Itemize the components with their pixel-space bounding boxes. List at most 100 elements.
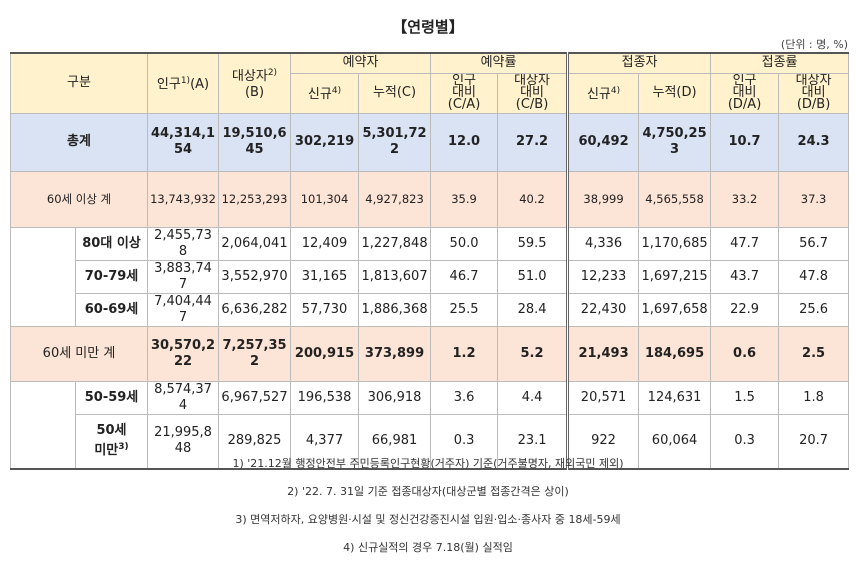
- subheader-cell: 대상자 대비 (D/B): [778, 72, 850, 114]
- value-cell: 4,565,558: [638, 170, 712, 228]
- value-cell: 8,574,374: [147, 380, 220, 415]
- subheader-cell: 누적(C): [358, 72, 432, 114]
- table-row: 60세 미만 계 30,570,222 7,257,352 200,915 373,89…: [9, 325, 850, 382]
- value-cell: 19,510,645: [218, 112, 292, 172]
- value-cell: 23.1: [497, 413, 569, 470]
- value-cell: 33.2: [710, 170, 780, 228]
- row-label-text: 총계: [67, 134, 91, 149]
- subheader-cell: 인구 대비 (D/A): [710, 72, 780, 114]
- value-cell: 373,899: [358, 325, 432, 382]
- value-cell: 1,170,685: [638, 226, 712, 261]
- subheader-text: 누적(C): [372, 85, 417, 100]
- footnote-ref: 1): [180, 76, 191, 87]
- value-cell: 60,064: [638, 413, 712, 470]
- table-row: 50세 미만3) 21,995,848 289,825 4,377 66,981 0.3 2…: [11, 413, 850, 470]
- value-cell: 1,697,658: [638, 292, 712, 327]
- row-label: 총계: [9, 112, 149, 172]
- value-cell: 20,571: [566, 380, 640, 415]
- table-row: 70-79세 3,883,747 3,552,970 31,165 1,813,607 4…: [11, 259, 850, 294]
- value-cell: 1,886,368: [358, 292, 432, 327]
- value-cell: 35.9: [430, 170, 499, 228]
- table-row: 50-59세 8,574,374 6,967,527 196,538 306,918 3.…: [10, 380, 850, 470]
- header-text: (B): [244, 85, 265, 101]
- header-text: (A): [190, 77, 210, 93]
- value-cell: 57,730: [290, 292, 360, 327]
- footnote-ref: 4): [610, 86, 621, 96]
- footnote-ref: 3): [118, 442, 129, 453]
- footnote: 3) 면역저하자, 요양병원·시설 및 정신건강증진시설 입원·입소·종사자 중…: [235, 513, 621, 526]
- subheader-text: 대상자 대비 (D/B): [795, 73, 832, 112]
- subheader-cell: 누적(D): [638, 72, 712, 114]
- group-header: 접종자: [566, 52, 712, 74]
- value-cell: 38,999: [566, 170, 640, 228]
- footnote: 2) '22. 7. 31일 기준 접종대상자(대상군별 접종간격은 상이): [287, 485, 569, 498]
- header-row: 구분 인구1)(A) 대상자2) (B) 예약자 예약률 접종자 접종률: [9, 52, 850, 114]
- value-cell: 66,981: [358, 413, 432, 470]
- row-label-text: 50-59세: [84, 389, 139, 405]
- value-cell: 30,570,222: [147, 325, 220, 382]
- value-cell: 40.2: [497, 170, 569, 228]
- value-cell: 1.8: [778, 380, 850, 415]
- value-cell: 5.2: [497, 325, 569, 382]
- row-label: 60-69세: [74, 292, 149, 327]
- row-label: 50세 미만3): [74, 413, 149, 470]
- header-text: 인구: [156, 77, 181, 93]
- title: 【연령별】: [392, 18, 464, 36]
- value-cell: 302,219: [290, 112, 360, 172]
- value-cell: 200,915: [290, 325, 360, 382]
- value-cell: 13,743,932: [147, 170, 220, 228]
- value-cell: 2,064,041: [218, 226, 292, 261]
- header-cell: 대상자2) (B): [218, 52, 292, 114]
- value-cell: 4,927,823: [358, 170, 432, 228]
- value-cell: 22.9: [710, 292, 780, 327]
- group-header: 예약자: [290, 52, 432, 74]
- value-cell: 60,492: [566, 112, 640, 172]
- row-label-text: 70-79세: [84, 268, 139, 284]
- subheader-cell: 신규4): [290, 72, 360, 114]
- value-cell: 59.5: [497, 226, 569, 261]
- value-cell: 25.5: [430, 292, 499, 327]
- subheader-text: 인구 대비 (C/A): [447, 73, 481, 112]
- header-row: 신규4) 누적(C) 인구 대비 (C/A) 대상자 대비 (C/B) 신규4) 누적(D…: [11, 72, 850, 114]
- value-cell: 1,697,215: [638, 259, 712, 294]
- value-cell: 1,227,848: [358, 226, 432, 261]
- subheader-cell: 대상자 대비 (C/B): [497, 72, 569, 114]
- subheader-text: 신규: [307, 87, 332, 102]
- row-label: 60세 이상 계: [9, 170, 149, 228]
- value-cell: 25.6: [778, 292, 850, 327]
- value-cell: 101,304: [290, 170, 360, 228]
- row-label-text: 50세 미만: [94, 423, 127, 459]
- value-cell: 196,538: [290, 380, 360, 415]
- value-cell: 22,430: [566, 292, 640, 327]
- footnote: 1) '21.12월 행정안전부 주민등록인구현황(거주자) 기준(거주불명자,…: [232, 457, 624, 470]
- value-cell: 24.3: [778, 112, 850, 172]
- value-cell: 50.0: [430, 226, 499, 261]
- row-label-text: 60세 미만 계: [42, 345, 116, 361]
- row-label-text: 60세 이상 계: [46, 192, 112, 206]
- footnote-ref: 4): [331, 86, 342, 96]
- value-cell: 1,813,607: [358, 259, 432, 294]
- subheader-cell: 인구 대비 (C/A): [430, 72, 499, 114]
- group-header: 접종률: [710, 52, 850, 74]
- row-label: 60세 미만 계: [9, 325, 149, 382]
- value-cell: 184,695: [638, 325, 712, 382]
- value-cell: 43.7: [710, 259, 780, 294]
- value-cell: 31,165: [290, 259, 360, 294]
- value-cell: 21,493: [566, 325, 640, 382]
- table-body: 총계 44,314,154 19,510,645 302,219 5,301,722 12…: [9, 112, 850, 470]
- table-row: 80대 이상 2,455,738 2,064,041 12,409 1,227,848 5…: [10, 226, 850, 327]
- value-cell: 4,336: [566, 226, 640, 261]
- value-cell: 7,257,352: [218, 325, 292, 382]
- unit-note: (단위 : 명, %): [780, 38, 848, 51]
- value-cell: 1.5: [710, 380, 780, 415]
- value-cell: 27.2: [497, 112, 569, 172]
- subheader-text: 누적(D): [652, 85, 697, 100]
- header-cell: 인구1)(A): [147, 52, 220, 114]
- indent-cell: [10, 380, 76, 470]
- table-row: 총계 44,314,154 19,510,645 302,219 5,301,722 12…: [9, 112, 850, 172]
- value-cell: 4,750,253: [638, 112, 712, 172]
- value-cell: 2.5: [778, 325, 850, 382]
- value-cell: 6,636,282: [218, 292, 292, 327]
- value-cell: 3,552,970: [218, 259, 292, 294]
